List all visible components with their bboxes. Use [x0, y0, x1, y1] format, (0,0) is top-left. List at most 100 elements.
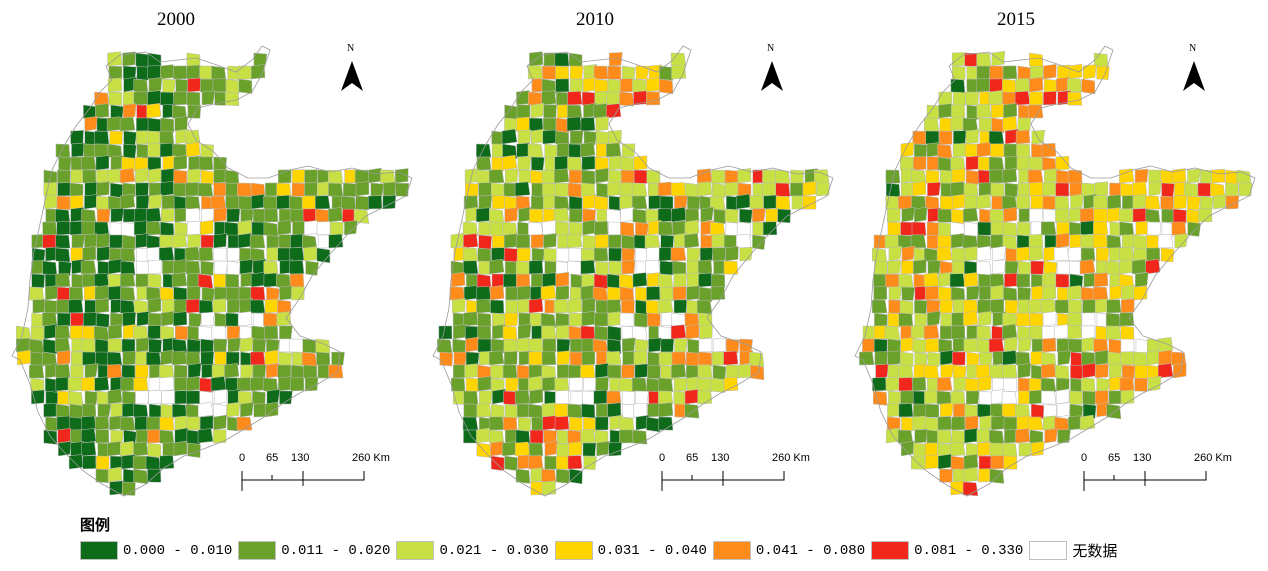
map-region: [1108, 363, 1123, 379]
map-region: [1004, 156, 1019, 171]
map-panel-2015: 2015 N 0 65 130 260 Km: [843, 0, 1265, 505]
map-region: [211, 363, 227, 379]
map-region: [1082, 390, 1097, 406]
map-region: [186, 376, 201, 392]
map-region: [900, 336, 915, 353]
map-region: [581, 403, 596, 419]
map-region: [225, 273, 240, 288]
map-region: [263, 312, 279, 327]
map-region: [225, 377, 240, 392]
map-region: [873, 273, 888, 288]
map-region: [542, 220, 557, 236]
map-region: [684, 219, 700, 236]
map-region: [502, 364, 518, 379]
map-region: [227, 247, 241, 262]
map-region: [147, 130, 162, 145]
map-region: [1030, 403, 1045, 419]
map-region: [263, 221, 279, 238]
map-region: [1132, 208, 1148, 223]
map-region: [542, 272, 557, 288]
map-region: [148, 338, 162, 354]
legend-item: 0.081 - 0.330: [871, 541, 1023, 560]
map-region: [913, 403, 927, 418]
map-region: [266, 389, 281, 405]
map-region: [963, 467, 979, 483]
map-region: [516, 116, 531, 132]
map-region: [608, 247, 622, 262]
map-region: [593, 103, 609, 119]
map-region: [608, 234, 622, 249]
map-region: [541, 480, 557, 496]
map-region: [965, 129, 980, 145]
map-region: [277, 299, 292, 315]
map-region: [542, 65, 557, 80]
map-region: [966, 390, 980, 405]
map-region: [569, 169, 583, 184]
map-region: [687, 195, 701, 211]
map-region: [277, 219, 292, 236]
map-region: [1017, 286, 1031, 302]
map-region: [898, 273, 914, 288]
map-region: [159, 364, 175, 379]
map-region: [964, 246, 979, 262]
map-region: [619, 429, 635, 444]
map-region: [992, 245, 1007, 262]
map-region: [465, 377, 480, 393]
map-region: [990, 103, 1005, 119]
map-region: [607, 286, 622, 302]
map-region: [673, 299, 688, 314]
map-region: [1107, 194, 1122, 210]
map-region: [966, 285, 980, 301]
map-region: [135, 429, 150, 444]
map-region: [70, 169, 85, 184]
map-region: [1134, 168, 1149, 184]
map-region: [633, 402, 648, 418]
map-region: [488, 169, 505, 184]
scale-tick: 260 Km: [772, 452, 810, 464]
map-region: [264, 298, 279, 314]
map-region: [1016, 312, 1031, 327]
map-region: [146, 103, 162, 119]
map-region: [1042, 415, 1057, 431]
choropleth-map: [432, 45, 834, 497]
map-region: [343, 182, 357, 198]
map-region: [145, 455, 162, 471]
map-region: [726, 338, 740, 354]
map-region: [1069, 390, 1083, 405]
map-region: [1146, 234, 1161, 250]
map-region: [608, 260, 623, 276]
map-region: [924, 285, 940, 301]
map-region: [17, 349, 32, 366]
map-region: [568, 364, 583, 379]
map-region: [988, 130, 1005, 145]
legend-label: 0.011 - 0.020: [281, 542, 391, 559]
map-region: [277, 247, 292, 262]
map-region: [1044, 427, 1058, 444]
map-region: [1146, 247, 1161, 262]
map-region: [160, 310, 175, 327]
map-region: [146, 221, 162, 236]
map-region: [963, 338, 979, 353]
map-region: [133, 441, 149, 457]
map-region: [700, 206, 714, 223]
map-region: [250, 376, 266, 392]
map-region: [647, 312, 661, 328]
scale-tick: 130: [1133, 452, 1152, 464]
map-region: [68, 390, 84, 406]
map-region: [42, 311, 58, 327]
map-region: [264, 401, 279, 418]
map-region: [670, 247, 687, 262]
map-region: [42, 260, 58, 276]
map-region: [136, 117, 150, 132]
map-region: [937, 208, 953, 223]
map-region: [516, 90, 531, 106]
map-region: [1002, 364, 1018, 379]
map-region: [725, 364, 740, 379]
map-region: [200, 78, 214, 93]
map-region: [69, 182, 84, 198]
map-region: [120, 260, 136, 276]
map-region: [544, 143, 558, 159]
map-region: [736, 234, 752, 249]
map-region: [122, 350, 137, 366]
map-region: [926, 104, 941, 120]
